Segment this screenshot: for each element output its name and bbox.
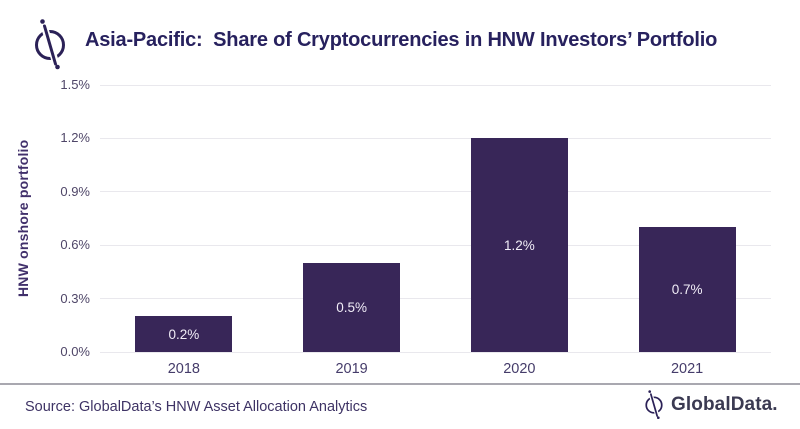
brand-lockup: GlobalData. bbox=[643, 389, 778, 420]
brand-wordmark: GlobalData. bbox=[671, 393, 778, 415]
gridline bbox=[100, 244, 771, 246]
x-axis-tick-label: 2021 bbox=[670, 361, 704, 377]
bar-data-label: 0.5% bbox=[336, 300, 368, 315]
x-axis: 2018 2019 2020 2021 bbox=[100, 361, 771, 381]
bar-2018: 0.2% bbox=[135, 316, 233, 352]
y-axis-tick-label: 0.6% bbox=[60, 237, 90, 253]
x-axis-tick-label: 2020 bbox=[503, 361, 536, 377]
y-axis-tick-label: 1.2% bbox=[60, 130, 90, 146]
y-axis-tick-label: 0.0% bbox=[60, 344, 90, 359]
y-axis-tick-label: 0.3% bbox=[60, 290, 90, 306]
bar-2021: 0.7% bbox=[638, 227, 736, 352]
gridline bbox=[100, 351, 771, 353]
x-axis-tick-label: 2019 bbox=[335, 361, 368, 377]
gridline bbox=[100, 84, 771, 86]
plot-area: 0.2% 0.5% 1.2% 0.7% bbox=[100, 84, 771, 353]
gridline bbox=[100, 191, 771, 193]
source-text: Source: GlobalData’s HNW Asset Allocatio… bbox=[25, 399, 368, 415]
bar-data-label: 0.2% bbox=[168, 326, 200, 342]
globaldata-mark-icon bbox=[643, 389, 665, 420]
bar-data-label: 1.2% bbox=[503, 237, 535, 253]
globaldata-logo-icon bbox=[35, 18, 65, 71]
y-axis-tick-label: 0.9% bbox=[60, 183, 90, 199]
gridline bbox=[100, 137, 771, 139]
y-axis-tick-label: 1.5% bbox=[60, 77, 90, 92]
bar-data-label: 0.7% bbox=[671, 282, 703, 298]
bar-chart: HNW onshore portfolio 0.0% 0.3% 0.6% 0.9% 1.… bbox=[0, 77, 771, 381]
gridline bbox=[100, 298, 771, 300]
bar-2019: 0.5% bbox=[303, 263, 401, 352]
footer-divider bbox=[0, 383, 800, 385]
bar-2020: 1.2% bbox=[470, 138, 568, 352]
y-axis: 0.0% 0.3% 0.6% 0.9% 1.2% 1.5% bbox=[0, 77, 90, 359]
page-title: Asia-Pacific: Share of Cryptocurrencies … bbox=[85, 29, 718, 51]
x-axis-tick-label: 2018 bbox=[167, 361, 200, 377]
